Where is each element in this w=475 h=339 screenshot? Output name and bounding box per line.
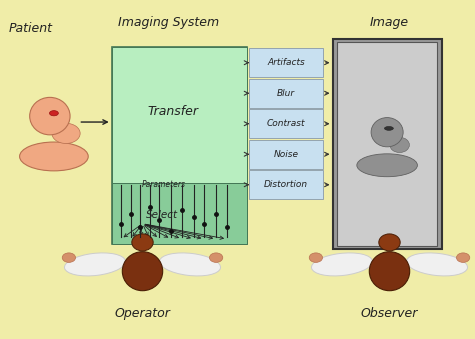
FancyBboxPatch shape [249, 109, 323, 138]
Ellipse shape [132, 234, 153, 251]
Text: Noise: Noise [274, 150, 298, 159]
FancyBboxPatch shape [112, 47, 247, 183]
Ellipse shape [49, 111, 58, 116]
Ellipse shape [160, 253, 220, 276]
Text: Parameters: Parameters [142, 180, 186, 189]
FancyBboxPatch shape [249, 79, 323, 108]
Circle shape [209, 253, 223, 262]
Ellipse shape [390, 137, 409, 153]
Text: Patient: Patient [9, 22, 53, 35]
Ellipse shape [29, 97, 70, 135]
FancyBboxPatch shape [112, 47, 247, 244]
Circle shape [62, 253, 76, 262]
Text: Artifacts: Artifacts [267, 58, 305, 67]
FancyBboxPatch shape [249, 140, 323, 168]
Ellipse shape [312, 253, 372, 276]
Ellipse shape [371, 118, 403, 147]
FancyBboxPatch shape [249, 170, 323, 199]
Ellipse shape [357, 154, 418, 177]
Circle shape [456, 253, 470, 262]
Text: Interpret: Interpret [365, 193, 414, 203]
FancyBboxPatch shape [332, 39, 442, 249]
Text: Contrast: Contrast [266, 119, 305, 128]
Ellipse shape [123, 252, 162, 291]
Text: Imaging System: Imaging System [118, 16, 219, 28]
Text: Blur: Blur [277, 89, 295, 98]
FancyBboxPatch shape [249, 48, 323, 77]
Text: Observer: Observer [361, 307, 418, 320]
Ellipse shape [65, 253, 125, 276]
Text: Distortion: Distortion [264, 180, 308, 189]
Ellipse shape [52, 123, 80, 143]
Ellipse shape [407, 253, 467, 276]
Circle shape [309, 253, 323, 262]
Ellipse shape [379, 234, 400, 251]
FancyBboxPatch shape [112, 183, 247, 244]
Text: Transfer: Transfer [148, 105, 199, 118]
FancyBboxPatch shape [337, 42, 437, 246]
Text: Operator: Operator [114, 307, 171, 320]
Text: Select: Select [145, 210, 178, 220]
Ellipse shape [19, 142, 88, 171]
Ellipse shape [384, 126, 393, 130]
Ellipse shape [370, 252, 409, 291]
Text: Image: Image [370, 16, 409, 28]
